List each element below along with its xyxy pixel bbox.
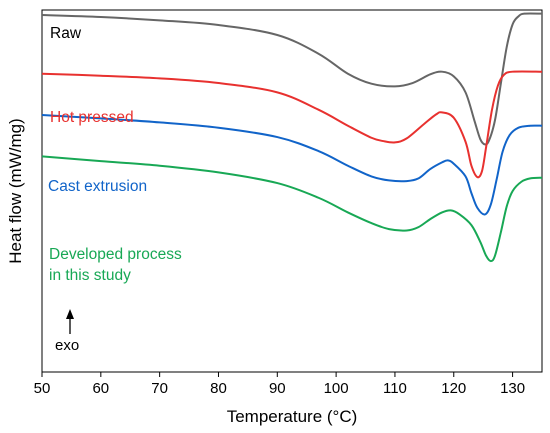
series-label-hot-pressed: Hot pressed — [50, 109, 134, 126]
x-tick-label: 60 — [92, 380, 109, 397]
curves-group — [41, 12, 543, 263]
series-label-developed-line2: in this study — [49, 267, 131, 284]
series-label-cast-extrusion: Cast extrusion — [48, 178, 147, 195]
exo-label: exo — [55, 337, 79, 354]
x-axis-title: Temperature (°C) — [227, 407, 358, 426]
plot-area-frame — [41, 9, 543, 373]
series-line-hot-pressed — [41, 70, 543, 179]
series-label-developed-line1: Developed process — [49, 246, 182, 263]
x-tick-label: 90 — [269, 380, 286, 397]
series-line-raw — [41, 12, 543, 146]
series-line-developed-process — [41, 155, 543, 263]
x-tick-label: 50 — [34, 380, 51, 397]
x-tick-label: 130 — [500, 380, 525, 397]
series-label-raw: Raw — [50, 25, 82, 42]
exo-arrow-icon — [66, 309, 74, 334]
x-tick-label: 100 — [324, 380, 349, 397]
series-line-cast-extrusion — [41, 114, 543, 216]
x-tick-label: 80 — [210, 380, 227, 397]
x-tick-label: 120 — [441, 380, 466, 397]
x-tick-label: 110 — [383, 380, 407, 397]
x-tick-label: 70 — [151, 380, 168, 397]
y-axis-title: Heat flow (mW/mg) — [6, 118, 25, 263]
x-axis-ticks: 50 60 70 80 90 100 110 120 130 — [34, 372, 525, 397]
